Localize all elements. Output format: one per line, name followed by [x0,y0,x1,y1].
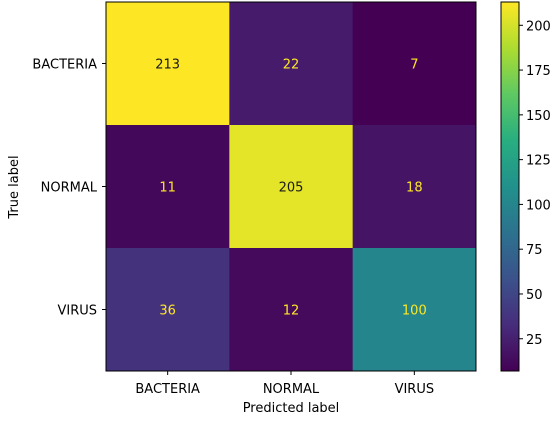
x-tick-label: VIRUS [395,382,435,397]
colorbar-tick-label: 100 [526,198,551,213]
cell-value-label: 36 [159,304,176,319]
cell-value-label: 100 [402,304,427,319]
heatmap-cell [352,125,477,249]
heatmap-cell [106,2,230,126]
y-axis-label: True label [7,155,22,219]
colorbar-ticks: 25 50 75 100 125 150 175 200 [519,19,551,348]
cell-value-label: 11 [159,181,176,196]
cell-value-label: 213 [155,58,180,73]
colorbar-tick-label: 150 [526,109,551,124]
y-tick-label: VIRUS [57,304,97,319]
x-tick-label: NORMAL [263,382,320,397]
y-tick-label: BACTERIA [32,58,97,73]
colorbar-tick-label: 75 [526,243,543,258]
heatmap-cell [229,125,354,249]
cell-value-label: 7 [410,58,418,73]
heatmap-cell [106,125,230,249]
cell-value-label: 205 [279,181,304,196]
cell-value-label: 22 [283,58,300,73]
x-tick-label: BACTERIA [135,382,200,397]
colorbar-tick-label: 50 [526,288,543,303]
cell-value-label: 18 [406,181,423,196]
x-axis-label: Predicted label [243,401,340,416]
heatmap-cell [106,248,230,372]
heatmap-cell [229,248,354,372]
heatmap-cell [229,2,354,126]
colorbar-tick-label: 200 [526,19,551,34]
colorbar-tick-label: 125 [526,154,551,169]
x-axis-ticks: BACTERIA NORMAL VIRUS [135,371,434,397]
cell-value-labels: 213 22 7 11 205 18 36 12 100 [155,58,426,319]
heatmap-cell [352,248,477,372]
colorbar [500,1,520,372]
heatmap-cell [352,2,477,126]
heatmap-cells [106,2,477,372]
y-axis-ticks: BACTERIA NORMAL VIRUS [32,58,106,319]
y-tick-label: NORMAL [41,181,98,196]
colorbar-tick-label: 25 [526,333,543,348]
colorbar-tick-label: 175 [526,64,551,79]
cell-value-label: 12 [283,304,300,319]
